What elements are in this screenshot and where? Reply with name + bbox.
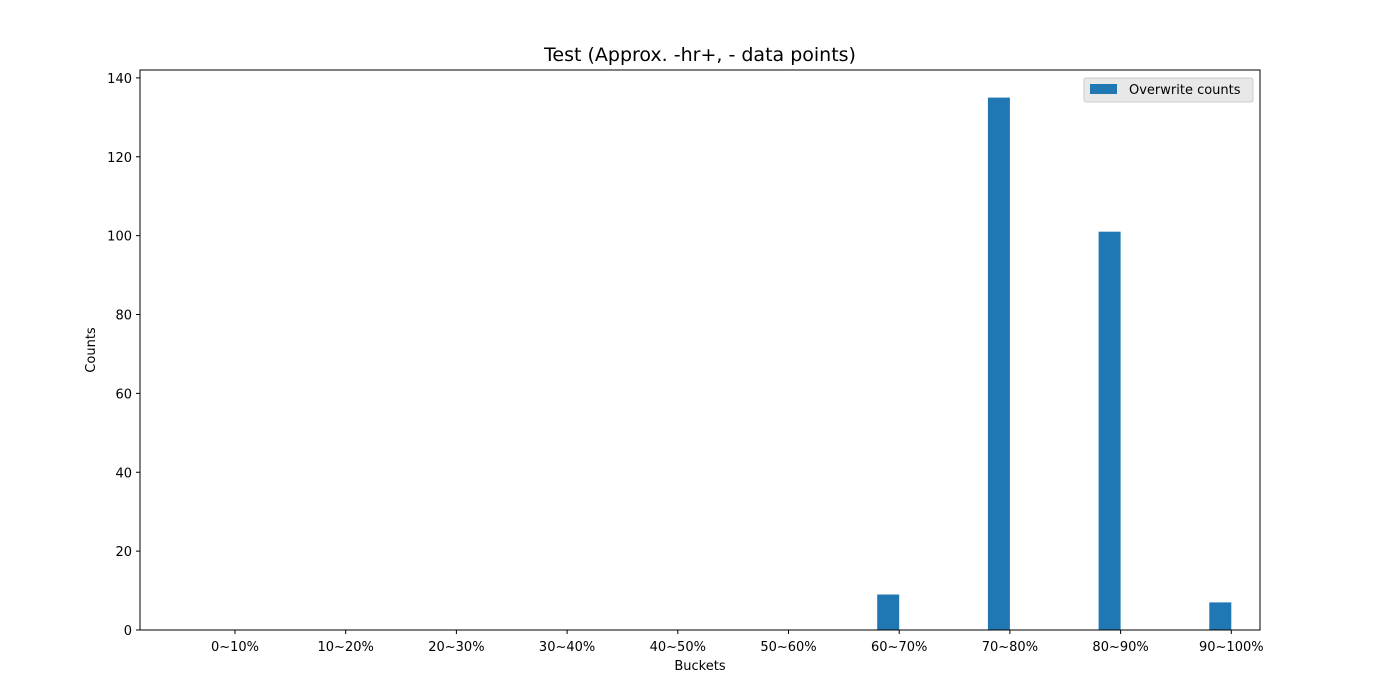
bar-60~70% (877, 594, 900, 630)
y-tick-label: 0 (124, 624, 132, 639)
x-tick-label: 90~100% (1199, 640, 1264, 655)
y-tick-label: 40 (115, 466, 132, 481)
y-tick-label: 120 (107, 151, 132, 166)
bar-80~90% (1098, 231, 1121, 631)
x-tick-label: 0~10% (211, 640, 259, 655)
y-axis: 0 20 40 60 80 100 120 140 (107, 72, 140, 639)
bars-group (877, 97, 1232, 631)
x-tick-label: 40~50% (650, 640, 706, 655)
legend-swatch (1090, 84, 1117, 94)
x-tick-label: 60~70% (871, 640, 927, 655)
x-tick-label: 20~30% (428, 640, 484, 655)
y-tick-label: 100 (107, 230, 132, 245)
bar-90~100% (1209, 602, 1232, 630)
x-tick-label: 70~80% (982, 640, 1038, 655)
y-tick-label: 80 (115, 309, 132, 324)
chart-title: Test (Approx. -hr+, - data points) (543, 44, 856, 66)
y-tick-label: 20 (115, 545, 132, 560)
x-axis-label: Buckets (674, 659, 725, 674)
x-axis: 0~10% 10~20% 20~30% 30~40% 40~50% 50~60% 60~70… (211, 630, 1264, 655)
legend-entry-overwrite-counts: Overwrite counts (1129, 83, 1241, 98)
x-tick-label: 10~20% (318, 640, 374, 655)
plot-frame (139, 69, 1261, 631)
x-tick-label: 80~90% (1092, 640, 1148, 655)
y-tick-label: 140 (107, 72, 132, 87)
y-tick-label: 60 (115, 387, 132, 402)
x-tick-label: 50~60% (760, 640, 816, 655)
x-tick-label: 30~40% (539, 640, 595, 655)
y-axis-label: Counts (84, 327, 99, 373)
legend-box (1083, 77, 1254, 103)
bar-70~80% (987, 97, 1010, 630)
legend: Overwrite counts (1083, 77, 1254, 103)
